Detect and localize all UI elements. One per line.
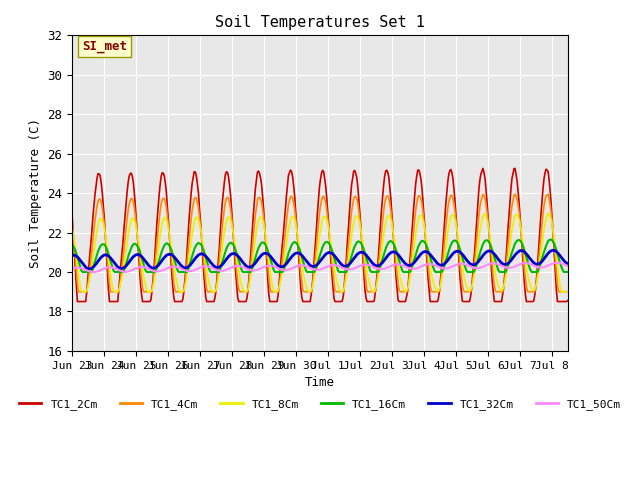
TC1_8Cm [223, 216, 231, 221]
Line: TC1_8Cm: TC1_8Cm [72, 213, 568, 292]
TC1_16Cm [520, 244, 527, 250]
TC1_8Cm [520, 242, 527, 248]
Line: TC1_16Cm: TC1_16Cm [72, 240, 568, 272]
X-axis label: Time: Time [305, 376, 335, 389]
TC1_16Cm [547, 237, 554, 242]
Line: TC1_32Cm: TC1_32Cm [72, 250, 568, 269]
TC1_2Cm [564, 298, 572, 303]
TC1_2Cm [278, 242, 286, 248]
TC1_2Cm [371, 298, 378, 303]
TC1_16Cm [347, 257, 355, 263]
TC1_2Cm [347, 194, 355, 200]
TC1_8Cm [347, 240, 355, 246]
TC1_8Cm [79, 289, 86, 295]
TC1_32Cm [347, 260, 355, 266]
TC1_2Cm [74, 299, 81, 304]
TC1_4Cm [278, 258, 286, 264]
TC1_50Cm [347, 266, 355, 272]
TC1_50Cm [564, 263, 572, 269]
TC1_50Cm [223, 266, 231, 272]
TC1_8Cm [433, 288, 441, 294]
Line: TC1_4Cm: TC1_4Cm [72, 194, 568, 292]
TC1_16Cm [564, 269, 572, 275]
TC1_32Cm [68, 252, 76, 258]
TC1_50Cm [90, 269, 98, 275]
TC1_8Cm [564, 288, 572, 294]
TC1_50Cm [554, 260, 561, 265]
TC1_8Cm [544, 210, 552, 216]
TC1_2Cm [68, 215, 76, 220]
TC1_2Cm [223, 169, 231, 175]
TC1_32Cm [278, 264, 286, 270]
TC1_16Cm [223, 243, 231, 249]
TC1_4Cm [433, 289, 441, 295]
Line: TC1_50Cm: TC1_50Cm [72, 263, 568, 272]
TC1_8Cm [68, 225, 76, 230]
TC1_50Cm [278, 267, 286, 273]
TC1_32Cm [433, 261, 441, 266]
TC1_2Cm [520, 279, 528, 285]
Line: TC1_2Cm: TC1_2Cm [72, 168, 568, 301]
Y-axis label: Soil Temperature (C): Soil Temperature (C) [29, 118, 42, 268]
Text: SI_met: SI_met [82, 40, 127, 53]
TC1_16Cm [433, 269, 441, 275]
Legend: TC1_2Cm, TC1_4Cm, TC1_8Cm, TC1_16Cm, TC1_32Cm, TC1_50Cm: TC1_2Cm, TC1_4Cm, TC1_8Cm, TC1_16Cm, TC1… [15, 395, 625, 415]
Title: Soil Temperatures Set 1: Soil Temperatures Set 1 [215, 15, 425, 30]
TC1_50Cm [371, 264, 378, 270]
TC1_50Cm [68, 266, 76, 272]
TC1_32Cm [371, 262, 378, 268]
TC1_4Cm [371, 289, 378, 295]
TC1_50Cm [433, 264, 441, 269]
TC1_4Cm [520, 265, 528, 271]
TC1_4Cm [68, 220, 76, 226]
TC1_8Cm [371, 289, 378, 295]
TC1_4Cm [75, 289, 83, 295]
TC1_4Cm [564, 289, 572, 295]
TC1_4Cm [511, 191, 519, 197]
TC1_32Cm [223, 255, 231, 261]
TC1_16Cm [371, 269, 378, 275]
TC1_50Cm [520, 260, 527, 266]
TC1_32Cm [564, 261, 572, 266]
TC1_4Cm [223, 194, 231, 200]
TC1_4Cm [347, 219, 355, 225]
TC1_2Cm [433, 299, 441, 304]
TC1_16Cm [278, 269, 286, 275]
TC1_32Cm [520, 248, 527, 254]
TC1_32Cm [550, 247, 557, 253]
TC1_2Cm [479, 166, 487, 171]
TC1_16Cm [68, 242, 76, 248]
TC1_16Cm [79, 269, 86, 275]
TC1_8Cm [278, 270, 286, 276]
TC1_32Cm [85, 266, 93, 272]
